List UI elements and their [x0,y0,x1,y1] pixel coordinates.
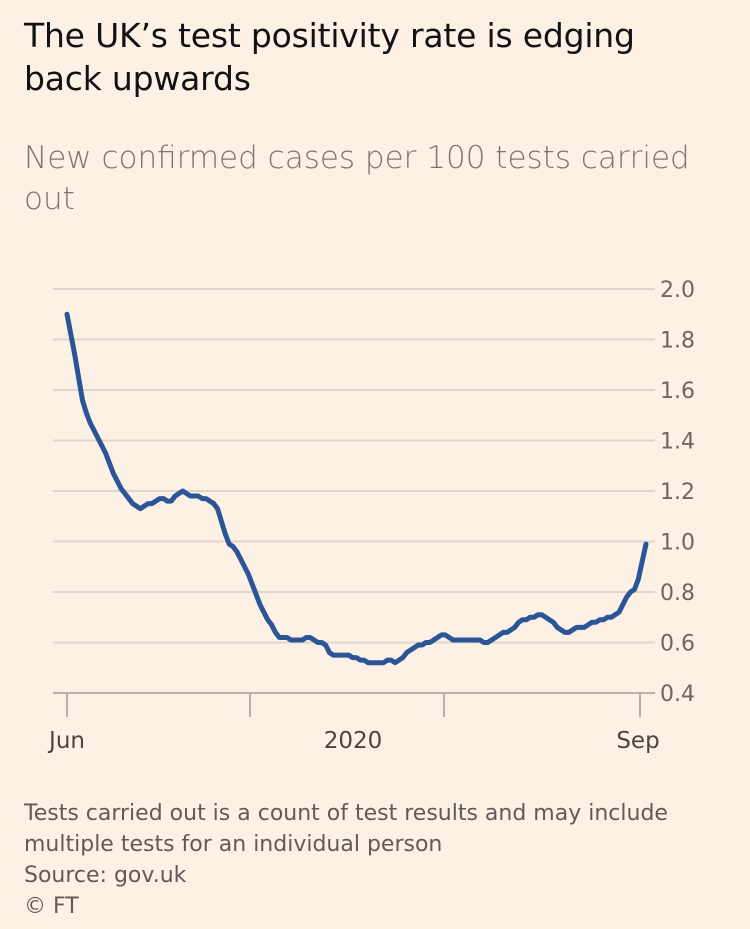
y-tick-label: 1.8 [660,329,695,354]
chart-area: 2.0 1.8 1.6 1.4 1.2 1.0 0.8 0.6 0.4 Jun 2020 Sep [0,255,750,775]
x-tick-label: Jun [47,728,85,754]
series-layer [64,311,649,666]
y-tick-label: 2.0 [660,278,695,303]
y-tick-label: 1.4 [660,430,695,455]
y-tick-label: 0.6 [660,632,695,657]
series-line [64,311,649,666]
source-text: Source: gov.uk [24,863,187,888]
y-tick-label: 0.8 [660,581,695,606]
chart-subtitle: New confirmed cases per 100 tests carrie… [24,140,690,217]
y-tick-label: 1.6 [660,379,695,404]
chart-footnote: Tests carried out is a count of test res… [24,798,724,922]
chart-title: The UK’s test positivity rate is edging … [24,16,635,98]
y-tick-label: 0.4 [660,682,695,707]
x-tick-label: 2020 [324,728,383,754]
y-tick-label: 1.0 [660,531,695,556]
y-axis-tick-labels: 2.0 1.8 1.6 1.4 1.2 1.0 0.8 0.6 0.4 [660,278,695,707]
footnote-text: Tests carried out is a count of test res… [24,801,668,857]
x-axis: Jun 2020 Sep [47,692,660,754]
positivity-rate-chart: 2.0 1.8 1.6 1.4 1.2 1.0 0.8 0.6 0.4 Jun 2020 Sep [47,278,695,754]
x-tick-label: Sep [616,728,659,754]
y-tick-label: 1.2 [660,480,695,505]
copyright-text: © FT [24,894,79,919]
